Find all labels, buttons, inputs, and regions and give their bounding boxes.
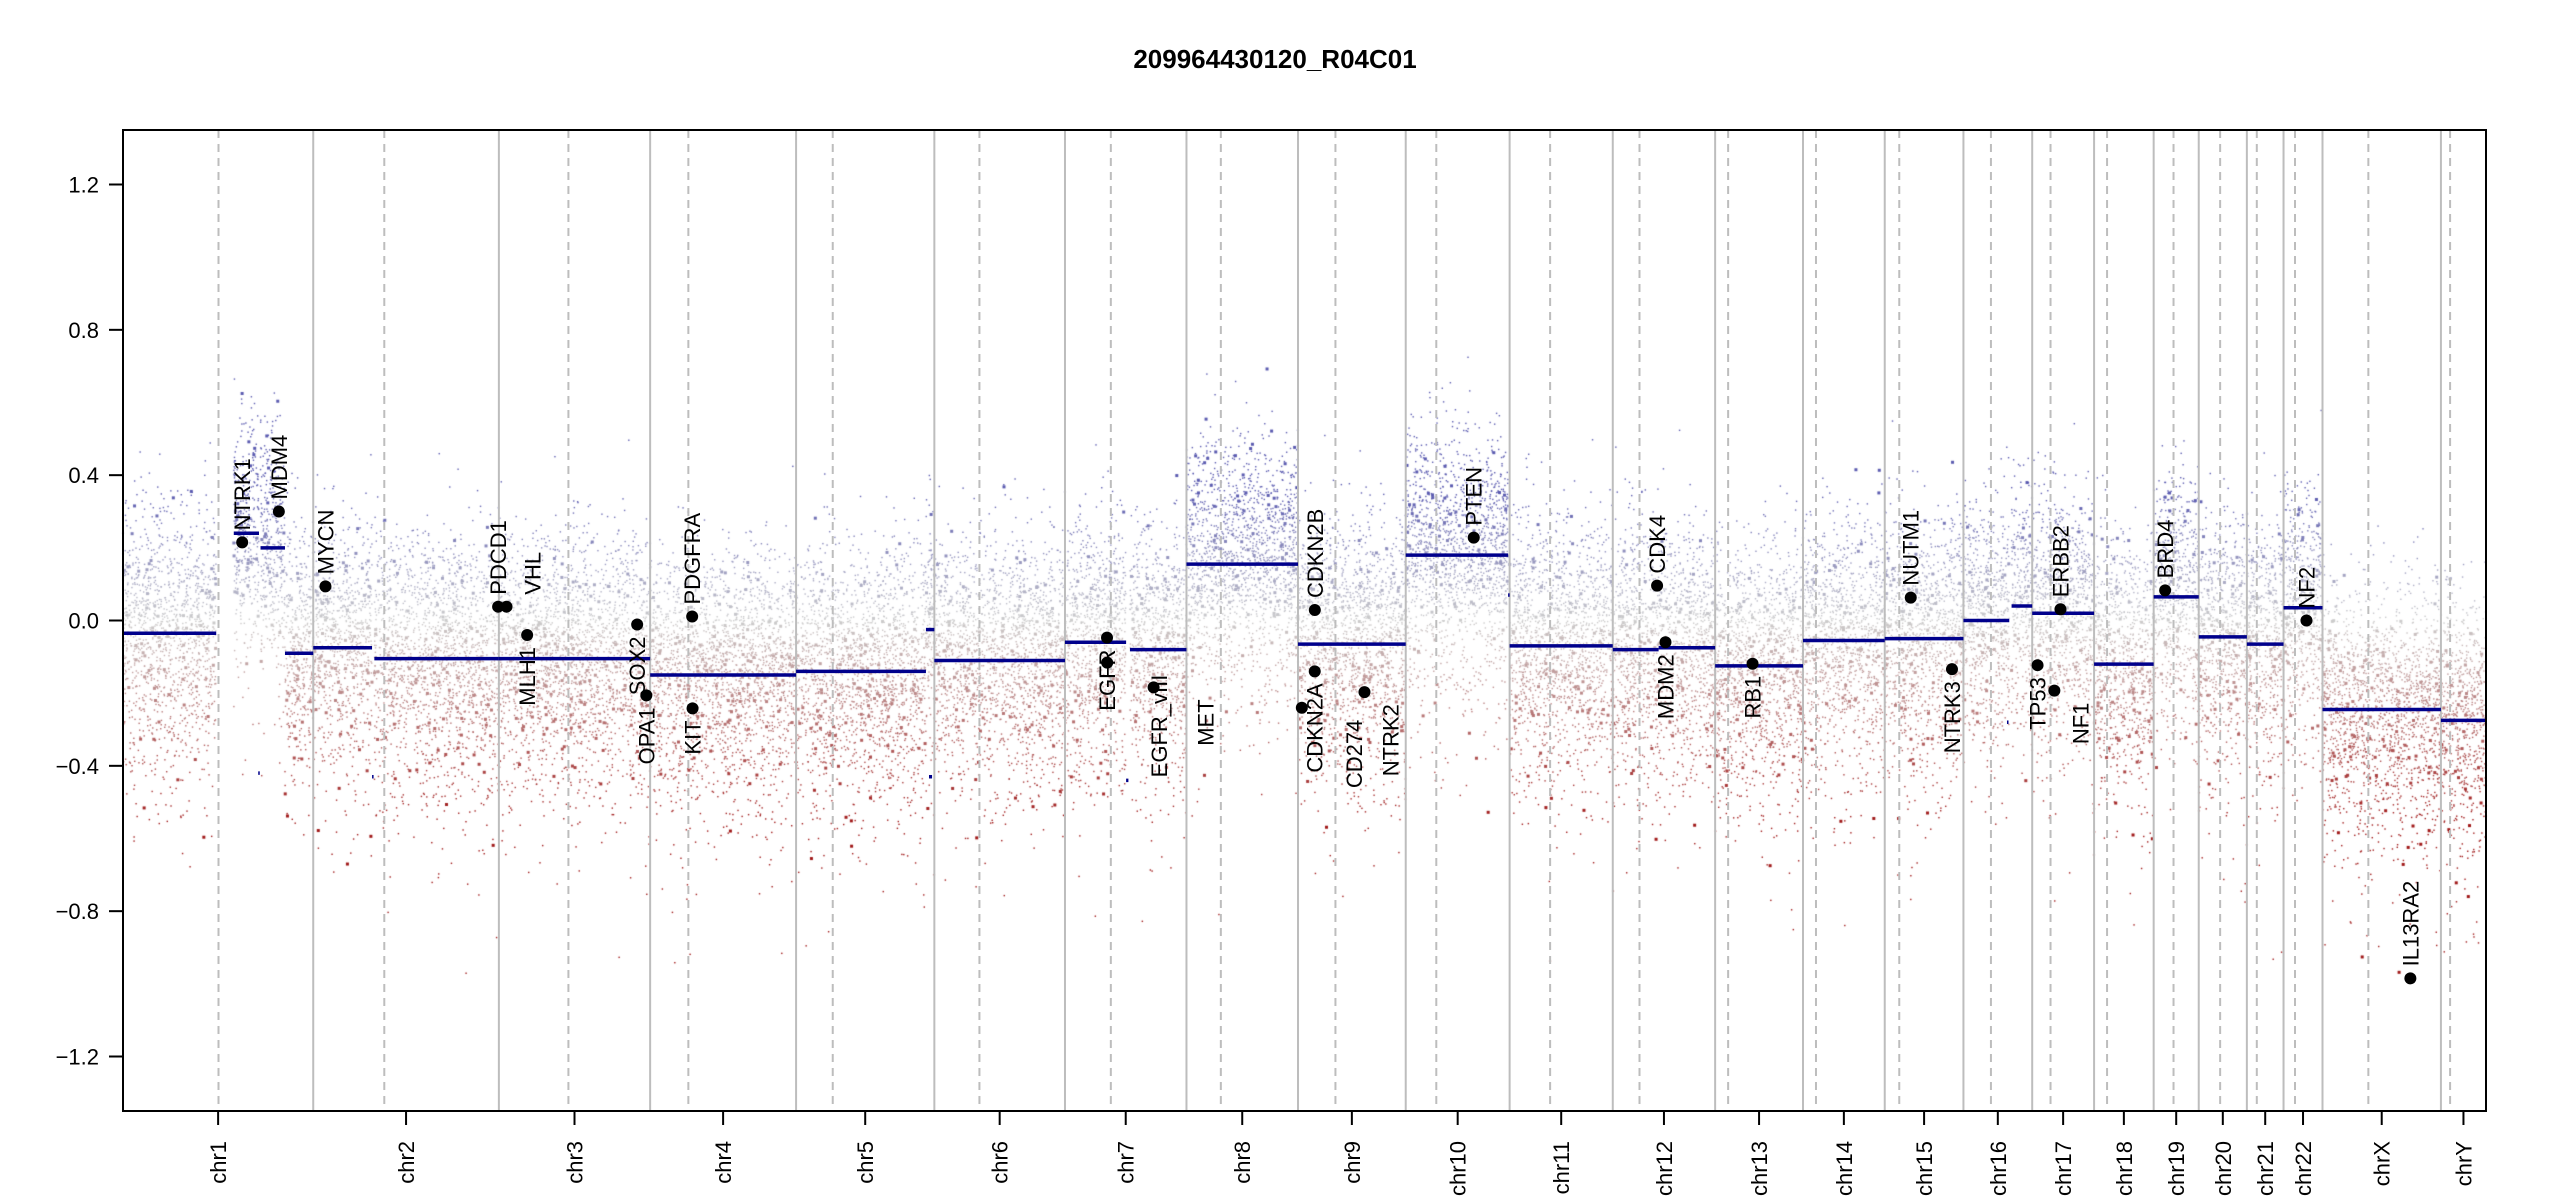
gene-point-MDM4 [272,505,285,518]
gene-point-BRD4 [2159,584,2172,597]
gene-point-VHL [500,600,513,613]
y-tick-label: 0.0 [68,609,99,634]
gene-label-NTRK3: NTRK3 [1940,681,1965,753]
gene-point-ERBB2 [2054,603,2067,616]
y-tick-label: 0.8 [68,318,99,343]
x-tick-label-chr10: chr10 [1446,1141,1471,1196]
gene-point-MLH1 [521,629,534,642]
gene-point-TP53 [2031,659,2044,672]
gene-point-RB1 [1746,657,1759,670]
y-tick-label: 1.2 [68,173,99,198]
x-tick-label-chr9: chr9 [1340,1141,1365,1184]
gene-point-PDCD1 [492,600,505,613]
gene-label-MDM4: MDM4 [267,435,292,500]
gene-point-EGFR [1101,631,1114,644]
x-tick-label-chr18: chr18 [2112,1141,2137,1196]
plot-frame [122,129,2487,1112]
gene-point-NTRK1 [236,536,249,549]
y-tick-label: 0.4 [68,463,99,488]
gene-point-KIT [686,702,699,715]
gene-label-CDKN2B: CDKN2B [1303,509,1328,598]
x-tick-label-chr19: chr19 [2164,1141,2189,1196]
x-tick-label-chr21: chr21 [2253,1141,2278,1196]
gene-label-RB1: RB1 [1741,676,1766,719]
gene-label-MET: MET [1194,699,1219,745]
x-tick-label-chr2: chr2 [394,1141,419,1184]
gene-point-OPA1 [640,689,653,702]
gene-point-MDM2 [1659,636,1672,649]
gene-label-SOX2: SOX2 [625,636,650,695]
gene-label-PTEN: PTEN [1462,467,1487,526]
gene-point-CDKN2A [1308,665,1321,678]
gene-label-MYCN: MYCN [313,510,338,575]
gene-point-SOX2 [631,618,644,631]
gene-point-CD274 [1295,701,1308,714]
gene-label-MLH1: MLH1 [515,647,540,706]
gene-label-NTRK1: NTRK1 [230,458,255,530]
x-tick-label-chr16: chr16 [1986,1141,2011,1196]
x-tick-label-chr22: chr22 [2291,1141,2316,1196]
gene-point-PTEN [1467,531,1480,544]
x-tick-label-chr3: chr3 [563,1141,588,1184]
gene-label-MDM2: MDM2 [1653,654,1678,719]
gene-point-EGFR_vIII [1101,656,1114,669]
gene-label-BRD4: BRD4 [2153,520,2178,579]
gene-label-NF1: NF1 [2068,703,2093,745]
chart-title: 209964430120_R04C01 [1133,44,1417,74]
gene-point-NTRK2 [1358,686,1371,699]
x-tick-label-chr1: chr1 [206,1141,231,1184]
gene-label-ERBB2: ERBB2 [2048,525,2073,597]
x-tick-label-chr13: chr13 [1747,1141,1772,1196]
x-tick-label-chr14: chr14 [1832,1141,1857,1196]
gene-label-PDGFRA: PDGFRA [680,513,705,605]
x-tick-label-chr12: chr12 [1652,1141,1677,1196]
gene-label-KIT: KIT [681,720,706,754]
x-tick-label-chr5: chr5 [853,1141,878,1184]
gene-label-CD274: CD274 [1342,720,1367,788]
y-tick-label: −0.8 [56,899,99,924]
gene-label-VHL: VHL [521,552,546,595]
x-tick-label-chr15: chr15 [1912,1141,1937,1196]
gene-point-MET [1147,681,1160,694]
gene-point-MYCN [319,580,332,593]
x-tick-label-chr6: chr6 [988,1141,1013,1184]
x-tick-label-chr17: chr17 [2051,1141,2076,1196]
gene-label-OPA1: OPA1 [634,707,659,764]
gene-point-CDK4 [1651,579,1664,592]
gene-point-IL13RA2 [2404,972,2417,985]
gene-label-NUTM1: NUTM1 [1899,510,1924,586]
gene-point-NF2 [2300,614,2313,627]
x-tick-label-chr4: chr4 [711,1141,736,1184]
x-tick-label-chr20: chr20 [2211,1141,2236,1196]
y-tick-label: −0.4 [56,754,99,779]
gene-label-PDCD1: PDCD1 [486,520,511,595]
x-tick-label-chrY: chrY [2451,1141,2476,1187]
x-tick-label-chr8: chr8 [1230,1141,1255,1184]
y-tick-label: −1.2 [56,1045,99,1070]
gene-point-PDGFRA [686,610,699,623]
gene-label-TP53: TP53 [2026,677,2051,730]
gene-label-CDKN2A: CDKN2A [1303,683,1328,773]
gene-label-CDK4: CDK4 [1645,515,1670,574]
gene-label-NF2: NF2 [2294,567,2319,609]
gene-point-NTRK3 [1945,663,1958,676]
gene-point-NF1 [2048,684,2061,697]
gene-label-NTRK2: NTRK2 [1378,704,1403,776]
x-tick-label-chr11: chr11 [1549,1141,1574,1194]
x-tick-label-chr7: chr7 [1114,1141,1139,1184]
gene-point-CDKN2B [1308,603,1321,616]
x-tick-label-chrX: chrX [2370,1141,2395,1187]
gene-point-NUTM1 [1904,591,1917,604]
gene-label-IL13RA2: IL13RA2 [2398,881,2423,967]
